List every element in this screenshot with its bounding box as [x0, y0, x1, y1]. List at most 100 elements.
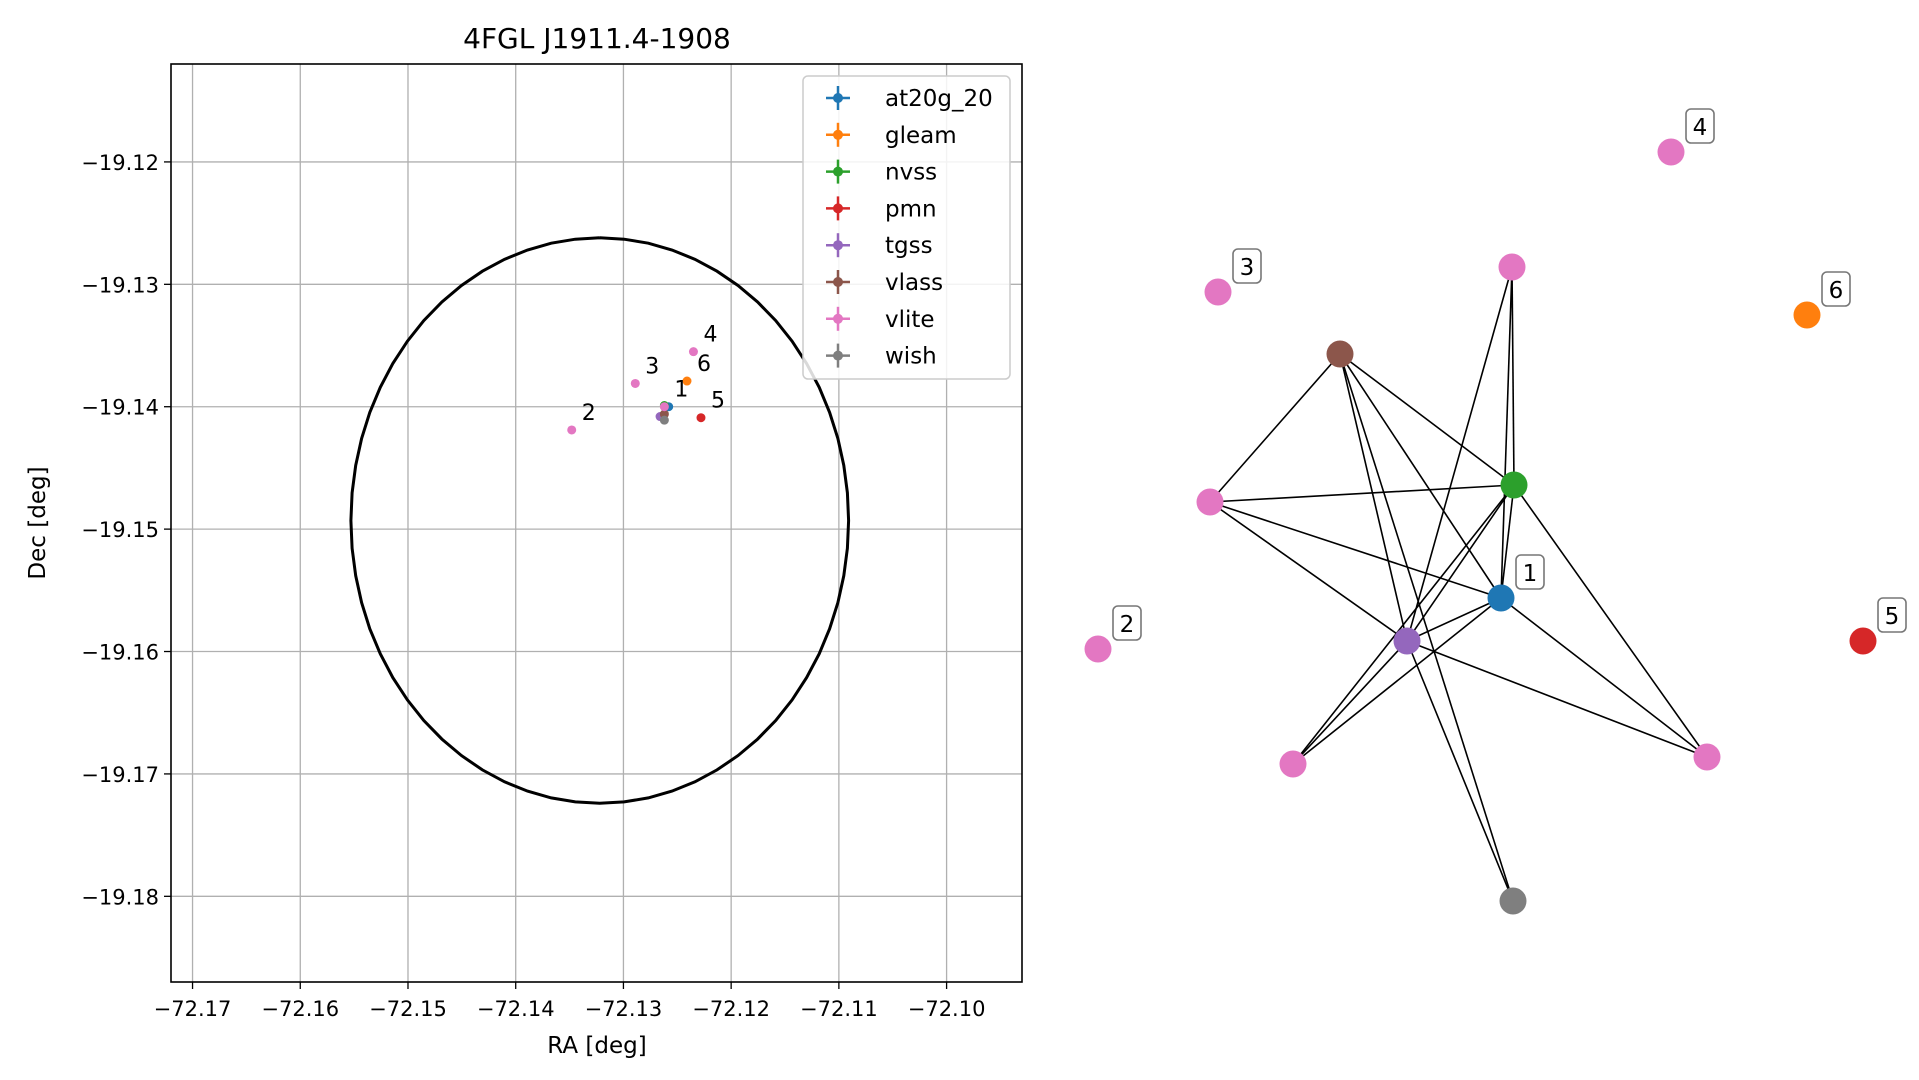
network-edge — [1339, 353, 1408, 642]
legend-marker-vlite — [833, 313, 843, 324]
x-axis-label: RA [deg] — [547, 1033, 646, 1059]
network-labels: 1 3 4 6 2 5 — [1112, 108, 1907, 641]
network-edge — [1406, 266, 1513, 642]
annotation-label: 4 — [703, 323, 717, 348]
network-node — [1498, 253, 1526, 281]
point-gleam — [682, 376, 692, 386]
y-tick-label: −19.13 — [81, 273, 159, 297]
annotation-label: 6 — [697, 352, 711, 377]
network-node — [1849, 627, 1877, 655]
network-edge — [1513, 484, 1708, 758]
point-wish — [659, 415, 669, 425]
y-tick-label: −19.15 — [81, 518, 159, 542]
network-node — [1500, 471, 1528, 499]
y-tick-label: −19.16 — [81, 641, 159, 665]
network-node — [1487, 584, 1515, 612]
legend-label-gleam: gleam — [885, 123, 957, 149]
node-label-box — [1232, 248, 1262, 284]
network-edge — [1406, 597, 1502, 642]
annotation-label: 5 — [711, 389, 725, 414]
network-node — [1084, 635, 1112, 663]
y-tick-label: −19.12 — [81, 151, 159, 175]
network-node — [1657, 138, 1685, 166]
node-label: 3 — [1240, 255, 1255, 281]
point-vlite — [688, 347, 698, 357]
legend-marker-wish — [833, 350, 843, 361]
legend-marker-gleam — [833, 129, 843, 140]
network-edge — [1209, 501, 1408, 642]
node-label: 1 — [1523, 561, 1538, 587]
y-tick-label: −19.17 — [81, 763, 159, 787]
grid-lines — [171, 64, 1022, 982]
network-edge — [1209, 484, 1515, 503]
annotation-label: 1 — [674, 378, 688, 403]
network-panel: 1 3 4 6 2 5 — [1084, 108, 1907, 915]
legend-marker-tgss — [833, 240, 843, 251]
annotation-label: 3 — [645, 354, 659, 379]
network-node — [1793, 301, 1821, 329]
point-vlite — [630, 378, 640, 388]
legend-marker-nvss — [833, 166, 843, 177]
point-annotations: 1 2 3 4 56 — [582, 323, 725, 426]
node-label-box — [1515, 554, 1545, 590]
scatter-panel: 4FGL J1911.4-1908 −72.17 −72.16 −72.15 −72.… — [25, 22, 1023, 1059]
network-edge — [1500, 484, 1515, 599]
legend-label-wish: wish — [885, 344, 937, 370]
network-node — [1693, 743, 1721, 771]
x-tick-label: −72.13 — [585, 997, 663, 1021]
x-tick-label: −72.17 — [154, 997, 232, 1021]
network-edge — [1292, 597, 1502, 765]
network-node — [1326, 340, 1354, 368]
network-node — [1393, 627, 1421, 655]
node-label-box — [1112, 605, 1142, 641]
network-edge — [1511, 266, 1515, 486]
network-node — [1196, 488, 1224, 516]
plot-frame — [170, 63, 1023, 983]
y-axis-label: Dec [deg] — [25, 466, 51, 579]
y-tick-label: −19.14 — [81, 396, 159, 420]
node-label: 2 — [1120, 612, 1135, 638]
x-tick-label: −72.14 — [477, 997, 555, 1021]
data-points — [567, 347, 706, 435]
legend-marker-vlass — [833, 277, 843, 287]
point-pmn — [696, 413, 706, 423]
network-edge — [1209, 501, 1502, 599]
legend-label-pmn: pmn — [885, 196, 937, 222]
network-node — [1499, 887, 1527, 915]
network-edge — [1339, 353, 1502, 599]
legend-label-vlass: vlass — [885, 270, 943, 296]
point-vlite — [567, 425, 577, 435]
network-edges — [1209, 266, 1708, 902]
x-tick-label: −72.15 — [369, 997, 447, 1021]
network-edge — [1406, 640, 1708, 758]
node-label: 5 — [1885, 604, 1900, 630]
x-tick-label: −72.16 — [261, 997, 339, 1021]
network-edge — [1209, 353, 1341, 503]
node-label: 6 — [1829, 278, 1844, 304]
error-circle-line — [349, 236, 851, 805]
legend-marker-at20g_20 — [833, 93, 843, 103]
chart-title: 4FGL J1911.4-1908 — [463, 22, 731, 55]
network-edge — [1500, 266, 1513, 599]
network-nodes — [1084, 138, 1877, 915]
legend-label-at20g_20: at20g_20 — [885, 86, 993, 112]
legend-label-vlite: vlite — [885, 307, 935, 333]
network-edge — [1406, 640, 1514, 902]
network-edge — [1500, 597, 1708, 758]
network-edge — [1406, 484, 1515, 642]
point-vlite — [659, 402, 669, 412]
network-edge — [1339, 353, 1514, 902]
x-tick-label: −72.11 — [800, 997, 878, 1021]
network-edge — [1292, 640, 1408, 765]
legend-marker-pmn — [833, 203, 843, 214]
node-label-box — [1821, 271, 1851, 307]
x-tick-label: −72.12 — [692, 997, 770, 1021]
y-tick-label: −19.18 — [81, 885, 159, 909]
x-tick-label: −72.10 — [908, 997, 986, 1021]
network-node — [1279, 750, 1307, 778]
node-label: 4 — [1693, 115, 1708, 141]
network-node — [1204, 278, 1232, 306]
error-circle — [349, 236, 851, 805]
node-label-box — [1877, 597, 1907, 633]
